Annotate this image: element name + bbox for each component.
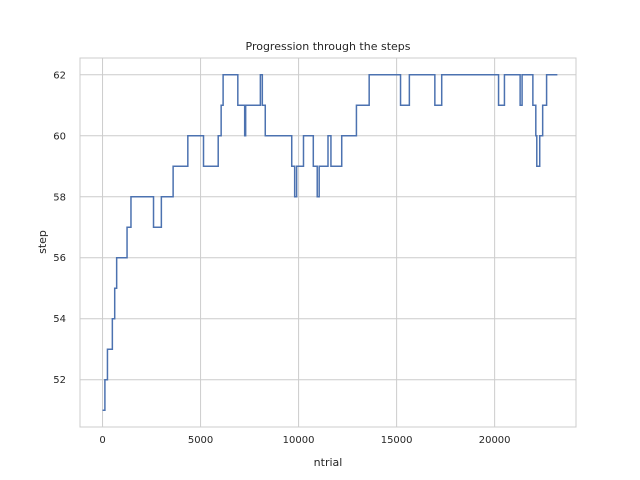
y-axis-label: step <box>36 230 49 254</box>
x-tick-label: 5000 <box>188 435 213 446</box>
y-tick-label: 52 <box>53 375 66 386</box>
y-tick-label: 58 <box>53 192 66 203</box>
y-tick-label: 62 <box>53 70 66 81</box>
tick-labels: 0 5000 10000 15000 20000 52 54 56 58 60 62 <box>53 70 510 446</box>
y-tick-label: 60 <box>53 131 66 142</box>
plot-frame <box>79 57 577 428</box>
x-tick-label: 0 <box>99 435 105 446</box>
y-tick-label: 54 <box>53 314 66 325</box>
x-axis-label: ntrial <box>314 456 343 469</box>
x-tick-label: 15000 <box>381 435 413 446</box>
chart-title: Progression through the steps <box>246 40 411 53</box>
plot-area <box>80 58 576 427</box>
y-tick-label: 56 <box>53 253 66 264</box>
x-tick-label: 10000 <box>283 435 315 446</box>
series-line <box>102 74 558 411</box>
x-tick-label: 20000 <box>479 435 511 446</box>
series-group <box>102 74 558 411</box>
